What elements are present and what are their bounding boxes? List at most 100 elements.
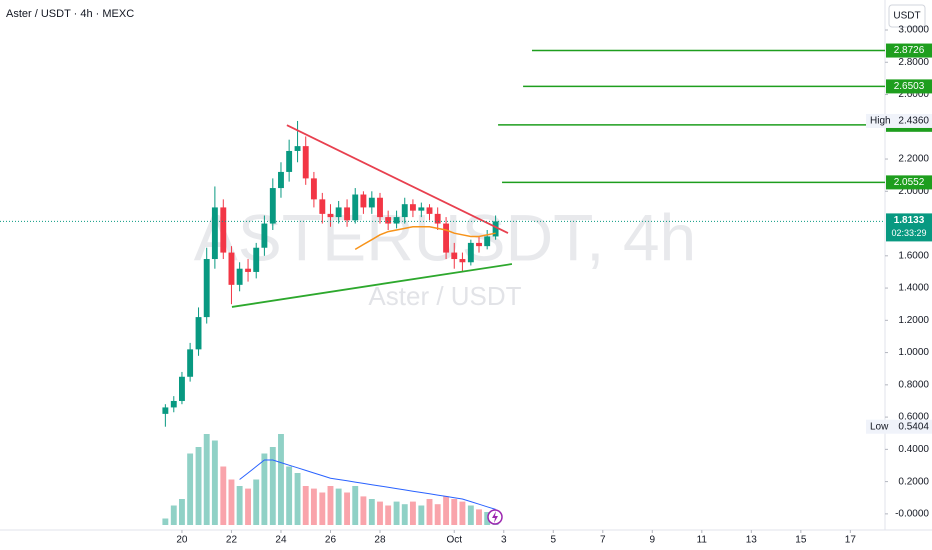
x-tick-label: 22 xyxy=(226,535,238,546)
y-tick-label: 0.8000 xyxy=(898,379,929,390)
x-tick-label: 9 xyxy=(650,535,656,546)
y-tick-label: 0.4000 xyxy=(898,444,929,455)
volume-bar xyxy=(236,486,243,525)
volume-bar xyxy=(228,479,235,525)
level-badge xyxy=(886,79,932,94)
volume-bar xyxy=(286,466,293,525)
volume-bar xyxy=(278,434,284,525)
level-badge xyxy=(886,43,932,58)
candle-body xyxy=(220,207,227,253)
volume-bar xyxy=(310,488,317,525)
candle-body xyxy=(319,199,326,214)
volume-bar xyxy=(484,512,491,525)
candle-body xyxy=(368,197,375,208)
volume-bar xyxy=(401,504,408,525)
volume-bar xyxy=(385,505,392,525)
volume-bar xyxy=(393,501,400,525)
volume-ma-line xyxy=(239,459,496,510)
candle-body xyxy=(401,204,408,218)
candle-body xyxy=(443,223,450,253)
candle-body xyxy=(245,268,251,272)
x-tick-label: 26 xyxy=(325,535,337,546)
candle-body xyxy=(228,252,235,285)
candle-body xyxy=(335,207,342,218)
candle-body xyxy=(269,188,276,224)
volume-bar xyxy=(170,505,177,525)
high-badge xyxy=(866,113,932,128)
low-value: 0.5404 xyxy=(898,421,929,432)
candle-body xyxy=(278,171,284,189)
y-tick-label: 1.6000 xyxy=(898,250,929,261)
candle-body xyxy=(418,207,425,211)
candle-body xyxy=(451,252,458,260)
level-label: 2.0552 xyxy=(894,177,925,188)
x-tick-label: 3 xyxy=(501,535,507,546)
x-tick-label: 28 xyxy=(374,535,386,546)
low-tag: Low xyxy=(870,421,889,432)
x-tick-label: 13 xyxy=(746,535,758,546)
current-price-label: 1.8133 xyxy=(894,215,925,226)
y-tick-label: 2.2000 xyxy=(898,154,929,165)
currency-label[interactable]: USDT xyxy=(893,11,920,22)
y-tick-label: 3.0000 xyxy=(898,25,929,36)
candle-body xyxy=(484,236,491,247)
x-tick-label: 7 xyxy=(600,535,606,546)
volume-bar xyxy=(409,501,416,525)
candle-body xyxy=(476,242,482,247)
volume-bar xyxy=(360,496,367,525)
candle-body xyxy=(385,217,392,224)
currency-box[interactable] xyxy=(888,4,926,28)
candle-body xyxy=(426,207,433,214)
x-tick-label: 20 xyxy=(176,535,188,546)
level-label: 2.8726 xyxy=(894,45,925,56)
volume-bar xyxy=(302,486,309,525)
candle-body xyxy=(261,223,268,248)
x-tick-label: 17 xyxy=(845,535,857,546)
candle-body xyxy=(302,146,309,179)
candle-body xyxy=(393,217,400,224)
price-ma-line xyxy=(354,226,496,251)
y-tick-label: 0.6000 xyxy=(898,412,929,423)
x-tick-label: Oct xyxy=(446,535,462,546)
volume-bar xyxy=(245,488,251,525)
level-label: 2.6503 xyxy=(894,81,925,92)
candle-body xyxy=(195,317,202,350)
y-tick-label: 1.0000 xyxy=(898,347,929,358)
volume-bar xyxy=(377,501,383,525)
candle-body xyxy=(211,207,218,260)
x-tick-label: 5 xyxy=(550,535,556,546)
volume-bar xyxy=(418,505,425,525)
volume-bar xyxy=(269,447,276,525)
volume-bar xyxy=(220,466,227,525)
candle-body xyxy=(327,213,334,218)
volume-bar xyxy=(162,518,169,525)
volume-bar xyxy=(179,499,185,525)
countdown-label: 02:33:29 xyxy=(891,228,926,238)
candle-body xyxy=(377,197,383,218)
y-tick-label: 1.4000 xyxy=(898,283,929,294)
volume-bar xyxy=(294,473,301,525)
candle-body xyxy=(286,150,293,172)
candle-body xyxy=(352,194,359,221)
volume-bar xyxy=(352,486,359,525)
volume-bar xyxy=(368,499,375,525)
candle-body xyxy=(179,376,185,401)
x-tick-label: 11 xyxy=(697,535,708,546)
y-tick-label: 2.6000 xyxy=(898,89,929,100)
current-price-badge xyxy=(886,213,932,242)
volume-bar xyxy=(211,440,218,525)
trendline xyxy=(286,124,509,234)
y-tick-label: 1.2000 xyxy=(898,315,929,326)
watermark-pair: Aster / USDT xyxy=(368,281,521,311)
alert-icon[interactable] xyxy=(487,509,503,525)
candle-body xyxy=(187,349,194,377)
trendline xyxy=(231,263,513,308)
volume-bar xyxy=(203,434,210,525)
candle-body xyxy=(434,213,441,224)
candle-body xyxy=(344,207,351,221)
candle-body xyxy=(162,407,169,414)
volume-bar xyxy=(195,447,202,525)
candle-body xyxy=(294,146,301,151)
volume-bar xyxy=(335,488,342,525)
